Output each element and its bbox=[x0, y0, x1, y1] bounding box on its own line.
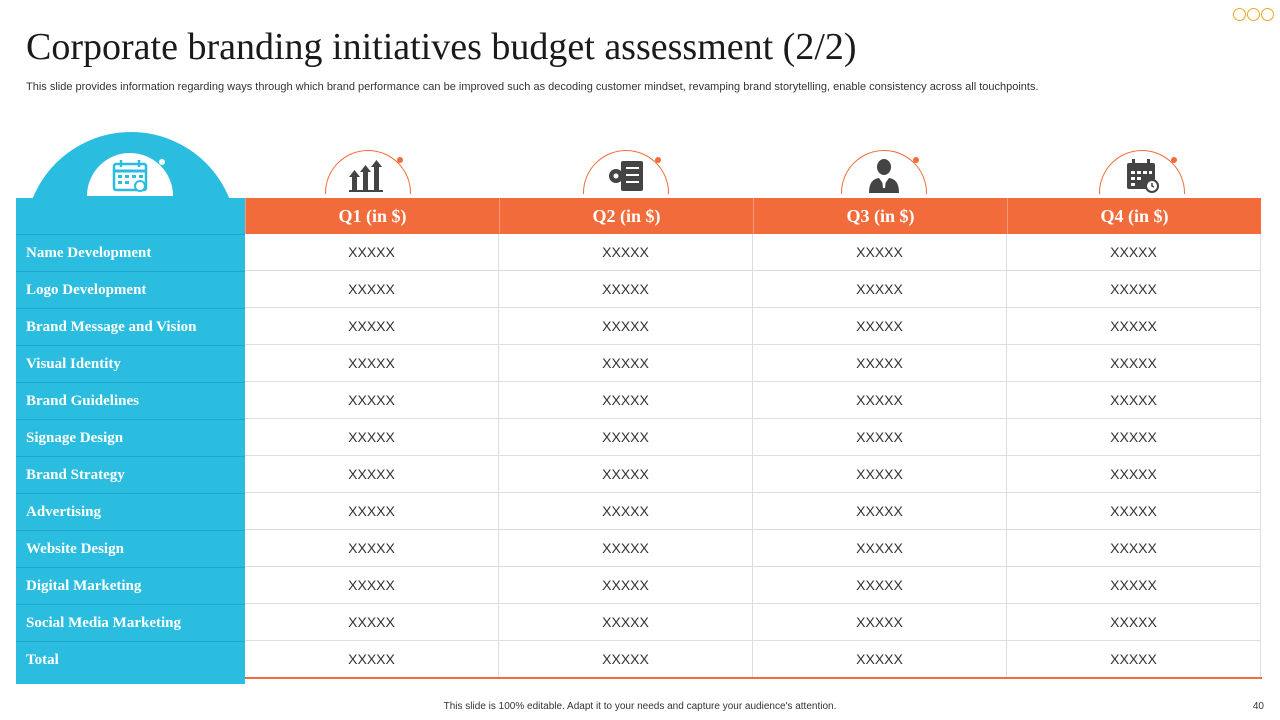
table-cell: XXXXX bbox=[753, 641, 1007, 678]
table-row: Brand Guidelines XXXXX XXXXX XXXXX XXXXX bbox=[16, 382, 1262, 419]
table-row: Logo Development XXXXX XXXXX XXXXX XXXXX bbox=[16, 271, 1262, 308]
table-cell: XXXXX bbox=[245, 456, 499, 493]
table-cell: XXXXX bbox=[1007, 382, 1261, 419]
table-cell: XXXXX bbox=[499, 345, 753, 382]
table-cell: XXXXX bbox=[753, 456, 1007, 493]
column-header-q3: Q3 (in $) bbox=[753, 198, 1007, 234]
table-cell: XXXXX bbox=[1007, 345, 1261, 382]
page-number: 40 bbox=[1252, 701, 1264, 712]
row-label: Social Media Marketing bbox=[16, 604, 245, 641]
slide-title: Corporate branding initiatives budget as… bbox=[26, 26, 857, 68]
calendar-clock-icon bbox=[1097, 148, 1189, 198]
table-cell: XXXXX bbox=[245, 382, 499, 419]
table-cell: XXXXX bbox=[245, 419, 499, 456]
table-row: Website Design XXXXX XXXXX XXXXX XXXXX bbox=[16, 530, 1262, 567]
table-cell: XXXXX bbox=[499, 456, 753, 493]
row-label: Logo Development bbox=[16, 271, 245, 308]
row-label: Brand Strategy bbox=[16, 456, 245, 493]
table-cell: XXXXX bbox=[753, 308, 1007, 345]
table-cell: XXXXX bbox=[753, 493, 1007, 530]
table-cell: XXXXX bbox=[499, 419, 753, 456]
table-cell: XXXXX bbox=[245, 308, 499, 345]
table-cell: XXXXX bbox=[499, 530, 753, 567]
row-label: Visual Identity bbox=[16, 345, 245, 382]
row-label: Brand Guidelines bbox=[16, 382, 245, 419]
table-row: Brand Message and Vision XXXXX XXXXX XXX… bbox=[16, 308, 1262, 345]
table-cell: XXXXX bbox=[245, 493, 499, 530]
row-label: Signage Design bbox=[16, 419, 245, 456]
table-cell: XXXXX bbox=[1007, 530, 1261, 567]
table-row: Advertising XXXXX XXXXX XXXXX XXXXX bbox=[16, 493, 1262, 530]
table-cell: XXXXX bbox=[1007, 493, 1261, 530]
table-cell: XXXXX bbox=[245, 530, 499, 567]
table-cell: XXXXX bbox=[245, 345, 499, 382]
table-cell: XXXXX bbox=[499, 567, 753, 604]
row-label: Website Design bbox=[16, 530, 245, 567]
table-cell: XXXXX bbox=[1007, 419, 1261, 456]
decorative-circles bbox=[1233, 8, 1274, 21]
table-cell: XXXXX bbox=[499, 493, 753, 530]
table-row: Brand Strategy XXXXX XXXXX XXXXX XXXXX bbox=[16, 456, 1262, 493]
row-label: Advertising bbox=[16, 493, 245, 530]
row-label: Brand Message and Vision bbox=[16, 308, 245, 345]
table-cell: XXXXX bbox=[753, 382, 1007, 419]
table-cell: XXXXX bbox=[499, 604, 753, 641]
slide-subtitle: This slide provides information regardin… bbox=[26, 81, 1039, 93]
businessman-icon bbox=[839, 148, 931, 198]
table-cell: XXXXX bbox=[1007, 234, 1261, 271]
column-header-q4: Q4 (in $) bbox=[1007, 198, 1261, 234]
growth-bars-icon bbox=[323, 148, 415, 198]
table-cell: XXXXX bbox=[245, 604, 499, 641]
table-row: Social Media Marketing XXXXX XXXXX XXXXX… bbox=[16, 604, 1262, 641]
table-cell: XXXXX bbox=[1007, 641, 1261, 678]
table-cell: XXXXX bbox=[1007, 308, 1261, 345]
column-header-q2: Q2 (in $) bbox=[499, 198, 753, 234]
table-cell: XXXXX bbox=[499, 382, 753, 419]
table-cell: XXXXX bbox=[245, 567, 499, 604]
table-row: Name Development XXXXX XXXXX XXXXX XXXXX bbox=[16, 234, 1262, 271]
table-cell: XXXXX bbox=[753, 604, 1007, 641]
row-label: Digital Marketing bbox=[16, 567, 245, 604]
table-row: Visual Identity XXXXX XXXXX XXXXX XXXXX bbox=[16, 345, 1262, 382]
table-cell: XXXXX bbox=[245, 271, 499, 308]
table-cell: XXXXX bbox=[499, 234, 753, 271]
table-cell: XXXXX bbox=[753, 567, 1007, 604]
row-label-total: Total bbox=[16, 641, 245, 678]
table-cell: XXXXX bbox=[499, 308, 753, 345]
table-cell: XXXXX bbox=[753, 345, 1007, 382]
table-cell: XXXXX bbox=[753, 419, 1007, 456]
table-bottom-border bbox=[245, 677, 1262, 679]
table-cell: XXXXX bbox=[499, 271, 753, 308]
table-cell: XXXXX bbox=[245, 234, 499, 271]
checklist-gear-icon bbox=[581, 148, 673, 198]
table-row: Digital Marketing XXXXX XXXXX XXXXX XXXX… bbox=[16, 567, 1262, 604]
table-cell: XXXXX bbox=[245, 641, 499, 678]
table-header-row: Q1 (in $) Q2 (in $) Q3 (in $) Q4 (in $) bbox=[16, 198, 1262, 234]
table-cell: XXXXX bbox=[753, 234, 1007, 271]
label-column bbox=[16, 198, 245, 684]
column-header-q1: Q1 (in $) bbox=[245, 198, 499, 234]
table-cell: XXXXX bbox=[499, 641, 753, 678]
table-cell: XXXXX bbox=[1007, 604, 1261, 641]
table-row-total: Total XXXXX XXXXX XXXXX XXXXX bbox=[16, 641, 1262, 678]
calendar-icon bbox=[86, 150, 174, 198]
footer-note: This slide is 100% editable. Adapt it to… bbox=[443, 701, 837, 712]
table-cell: XXXXX bbox=[753, 271, 1007, 308]
table-cell: XXXXX bbox=[1007, 456, 1261, 493]
table-cell: XXXXX bbox=[753, 530, 1007, 567]
row-label: Name Development bbox=[16, 234, 245, 271]
table-cell: XXXXX bbox=[1007, 271, 1261, 308]
table-row: Signage Design XXXXX XXXXX XXXXX XXXXX bbox=[16, 419, 1262, 456]
table-cell: XXXXX bbox=[1007, 567, 1261, 604]
